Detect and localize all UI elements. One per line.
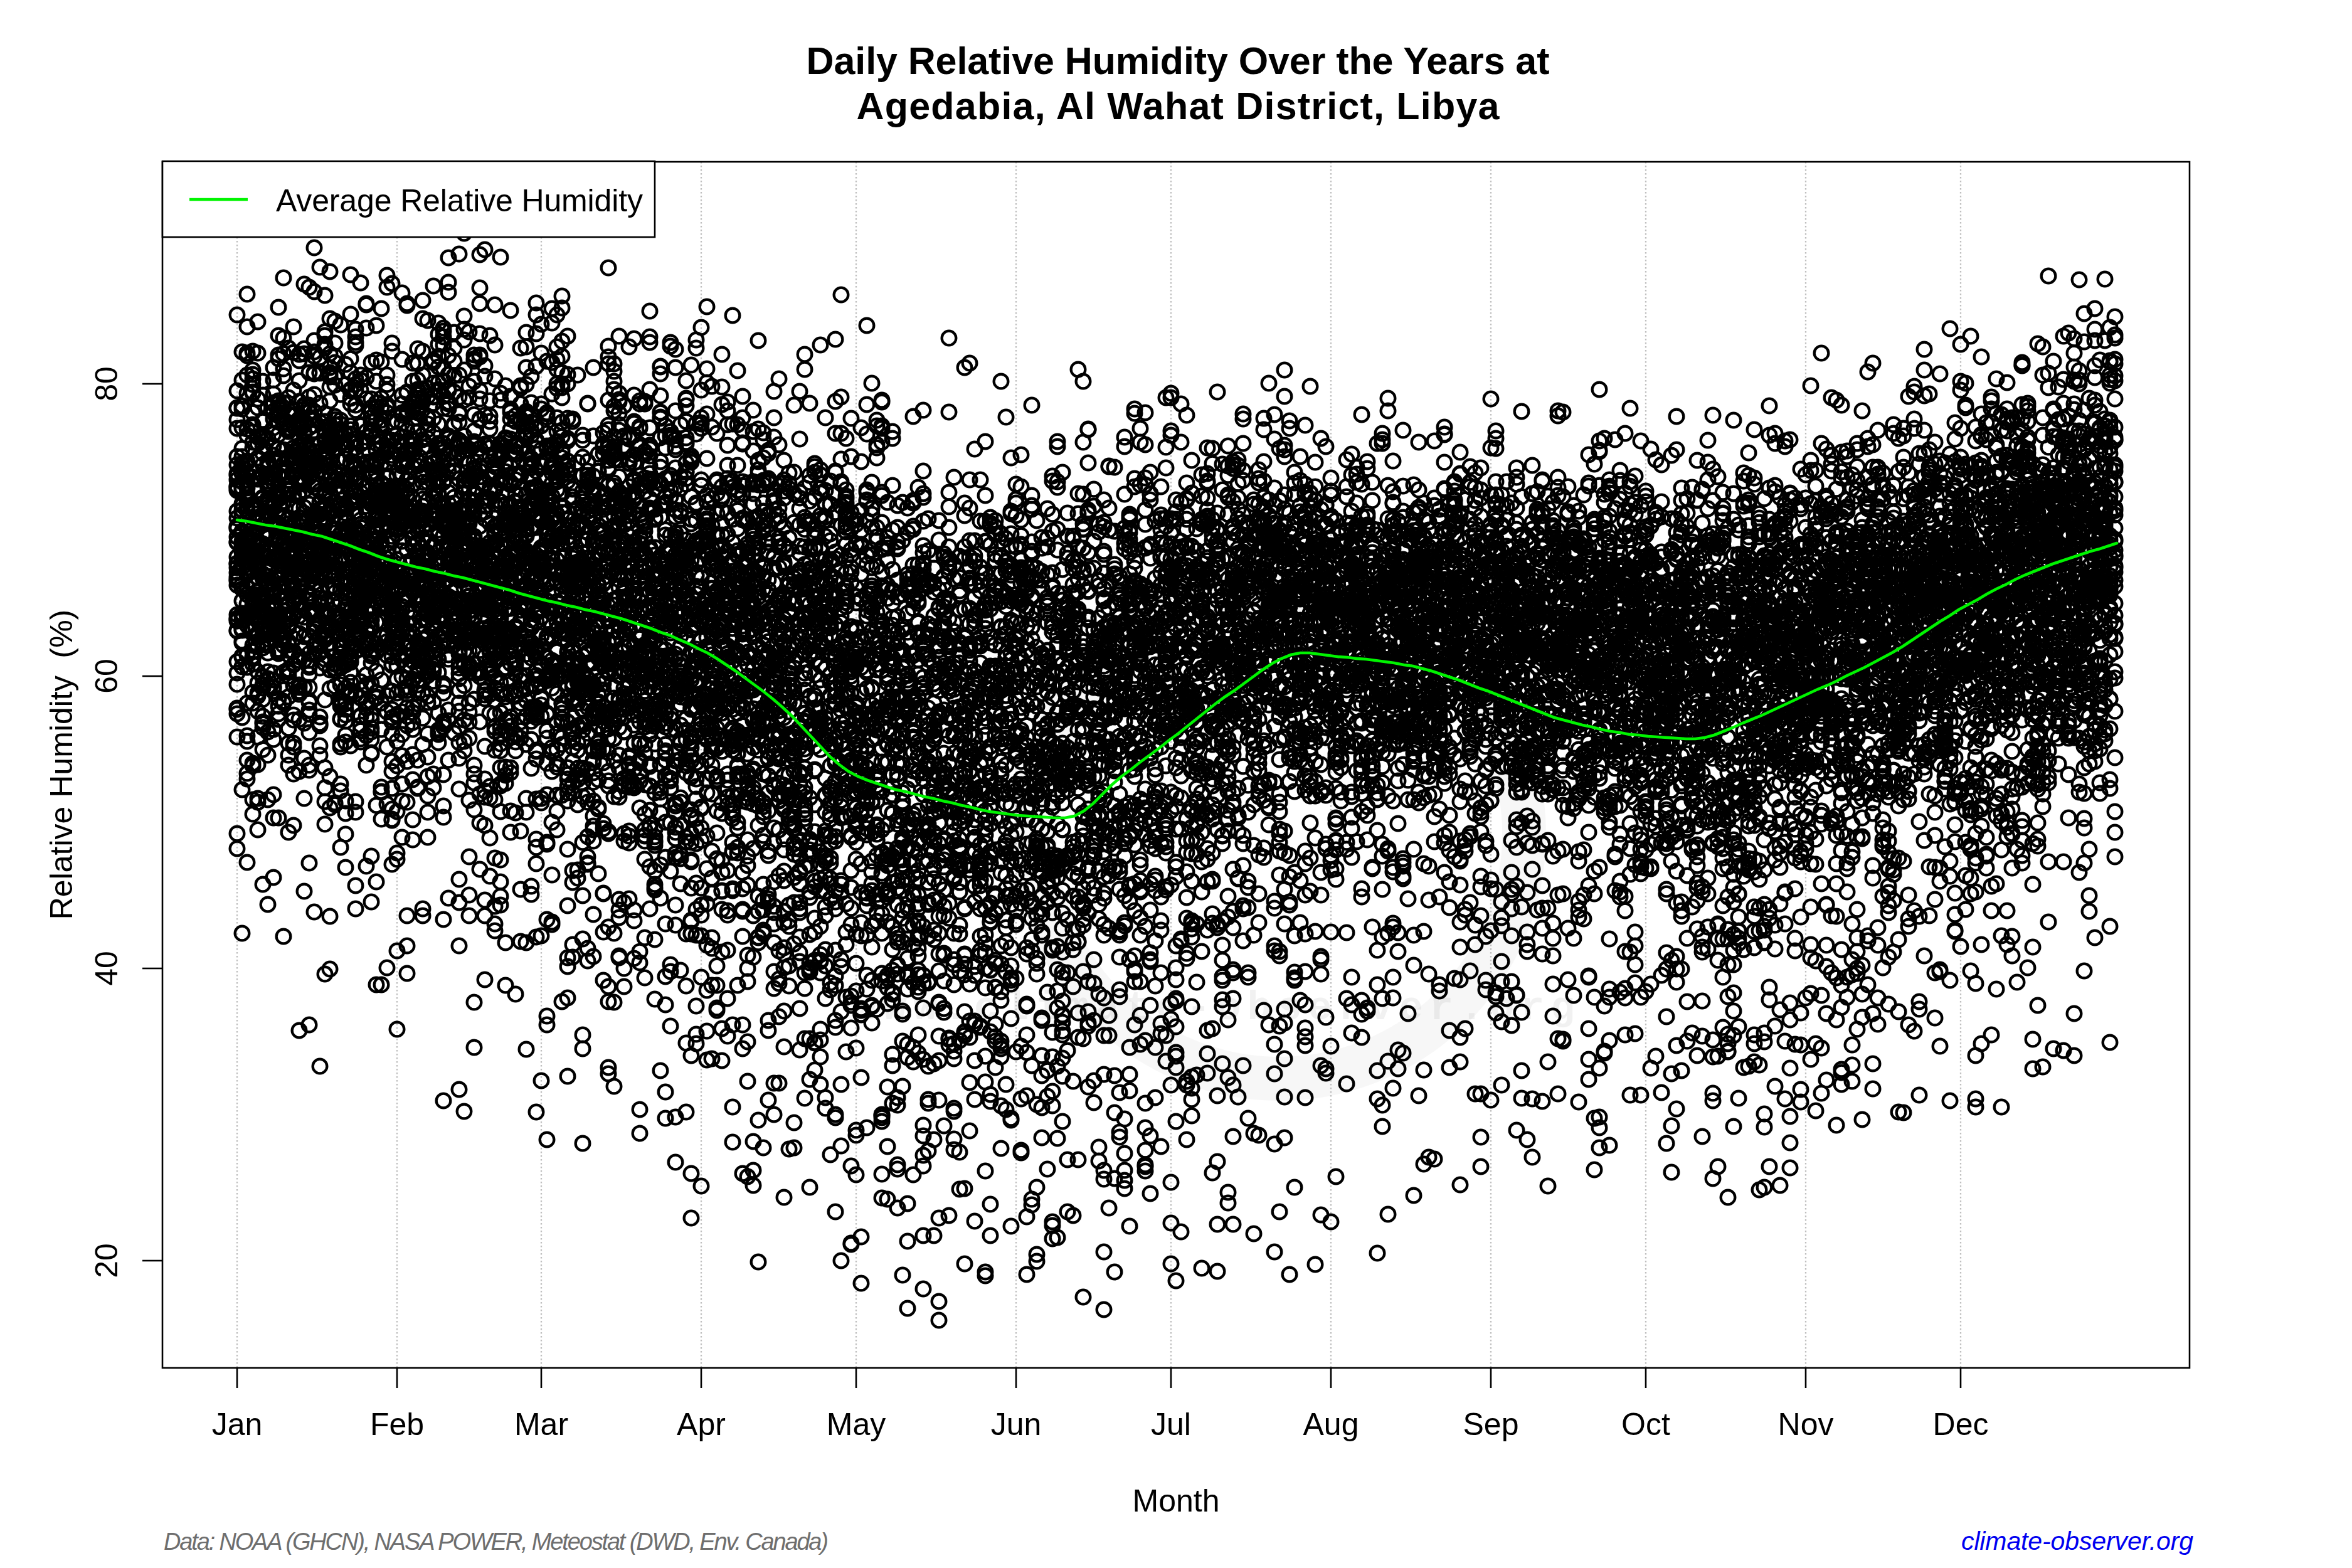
- svg-text:Oct: Oct: [1621, 1407, 1670, 1442]
- svg-text:Aug: Aug: [1303, 1407, 1359, 1442]
- svg-text:Feb: Feb: [370, 1407, 424, 1442]
- svg-text:Jul: Jul: [1151, 1407, 1191, 1442]
- svg-text:climate-observer.org: climate-observer.org: [1961, 1527, 2193, 1555]
- svg-text:May: May: [827, 1407, 886, 1442]
- svg-text:40: 40: [89, 951, 124, 986]
- svg-text:Jun: Jun: [991, 1407, 1042, 1442]
- svg-text:20: 20: [89, 1243, 124, 1278]
- svg-text:Agedabia, Al Wahat District, L: Agedabia, Al Wahat District, Libya: [857, 85, 1500, 127]
- svg-text:Dec: Dec: [1933, 1407, 1989, 1442]
- svg-text:Relative Humidity (%): Relative Humidity (%): [44, 610, 79, 920]
- svg-text:Apr: Apr: [677, 1407, 726, 1442]
- svg-text:Sep: Sep: [1463, 1407, 1519, 1442]
- svg-text:60: 60: [89, 659, 124, 694]
- svg-text:Daily Relative Humidity Over t: Daily Relative Humidity Over the Years a…: [807, 40, 1550, 82]
- svg-text:Jan: Jan: [212, 1407, 263, 1442]
- svg-text:80: 80: [89, 366, 124, 401]
- svg-text:Month: Month: [1133, 1483, 1220, 1518]
- svg-text:Nov: Nov: [1778, 1407, 1834, 1442]
- svg-text:Data: NOAA (GHCN), NASA POWER,: Data: NOAA (GHCN), NASA POWER, Meteostat…: [164, 1528, 829, 1555]
- svg-text:Average Relative Humidity: Average Relative Humidity: [276, 183, 643, 218]
- svg-text:Mar: Mar: [514, 1407, 568, 1442]
